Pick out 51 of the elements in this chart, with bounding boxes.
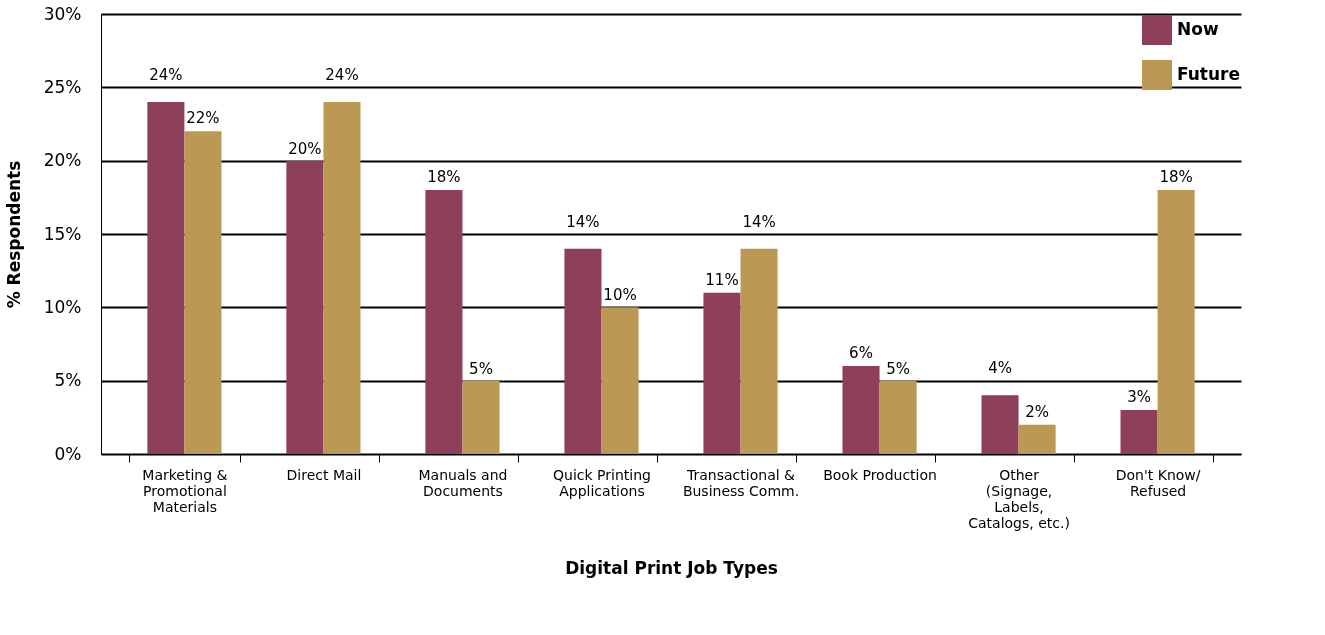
bar <box>1157 190 1195 454</box>
x-tick-label: Direct Mail <box>286 466 362 483</box>
x-axis-title: Digital Print Job Types <box>565 557 778 578</box>
bar <box>323 102 361 454</box>
data-label: 4% <box>988 359 1012 378</box>
data-label: 6% <box>849 344 873 362</box>
bar <box>564 248 602 454</box>
x-tick-label: Transactional & Business Comm. <box>682 466 800 499</box>
bar <box>286 160 324 454</box>
data-label: 24% <box>149 66 183 84</box>
bar <box>1120 410 1158 454</box>
data-label: 24% <box>325 66 359 84</box>
legend-label: Now <box>1177 19 1219 39</box>
bar <box>147 102 185 454</box>
bar <box>1018 424 1056 454</box>
x-tick-label: Other (Signage, Labels, Catalogs, etc.) <box>968 466 1070 531</box>
x-tick-label: Manuals and Documents <box>418 466 508 499</box>
x-tick-label: Quick Printing Applications <box>553 466 651 499</box>
y-tick-label: 0% <box>54 443 82 464</box>
x-tick-label: Don't Know/ Refused <box>1115 466 1201 499</box>
bar <box>184 131 222 454</box>
bar <box>981 395 1019 454</box>
bar <box>703 292 741 454</box>
y-tick-label: 10% <box>43 296 82 317</box>
bar <box>879 380 917 454</box>
y-axis-title: % Respondents <box>3 160 24 309</box>
legend-label: Future <box>1177 64 1241 84</box>
bar <box>425 190 463 454</box>
data-label: 20% <box>288 139 322 158</box>
x-tick-label: Book Production <box>823 466 937 483</box>
data-label: 18% <box>427 168 461 186</box>
bar <box>842 366 880 454</box>
y-tick-label: 25% <box>43 76 82 97</box>
bar <box>740 248 778 454</box>
data-label: 14% <box>742 212 776 231</box>
data-label: 2% <box>1025 402 1049 421</box>
y-tick-label: 15% <box>43 223 82 244</box>
data-label: 5% <box>886 359 910 378</box>
data-label: 14% <box>566 212 600 231</box>
y-tick-label: 30% <box>43 3 82 24</box>
data-label: 3% <box>1127 388 1151 406</box>
y-tick-label: 20% <box>43 150 82 171</box>
data-label: 11% <box>705 270 739 289</box>
bar <box>462 380 500 454</box>
bar <box>601 307 639 454</box>
data-label: 22% <box>186 109 220 128</box>
data-label: 5% <box>469 359 493 378</box>
x-tick-label: Marketing & Promotional Materials <box>142 466 228 515</box>
y-tick-label: 5% <box>54 370 82 391</box>
data-label: 10% <box>603 286 637 305</box>
data-label: 18% <box>1159 168 1193 186</box>
